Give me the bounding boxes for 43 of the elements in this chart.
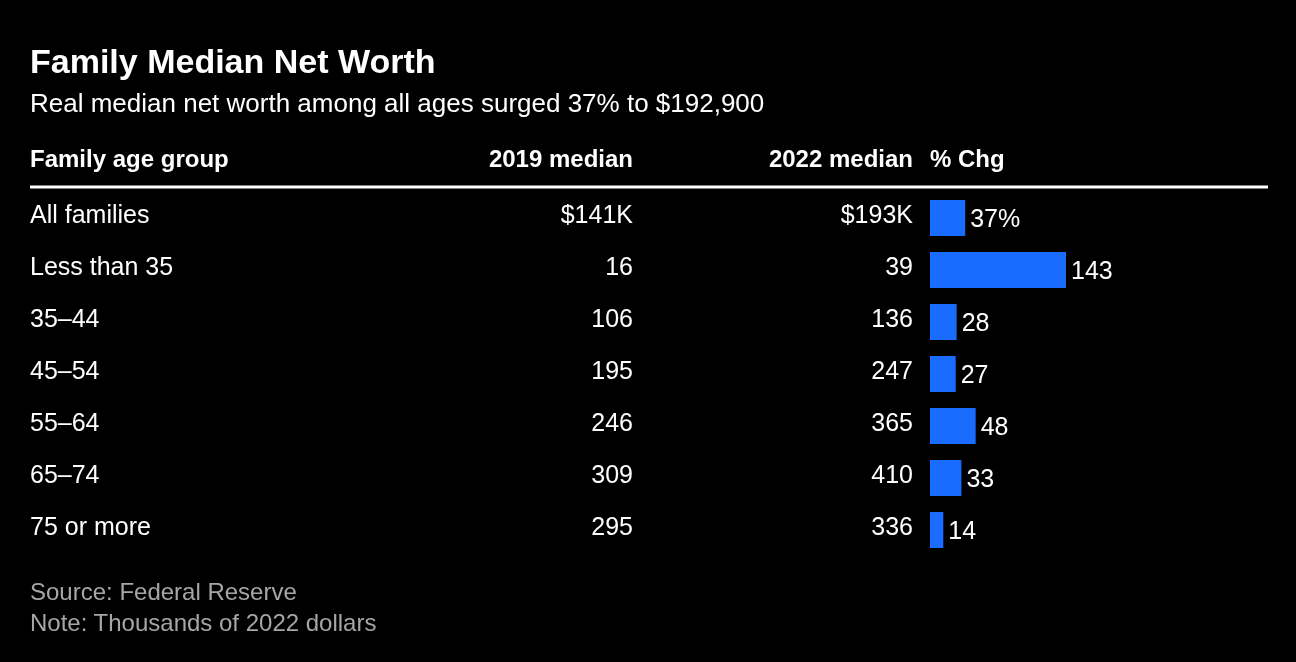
category-label: 55–64 — [30, 408, 100, 436]
category-label: 45–54 — [30, 356, 100, 384]
data-label: 136 — [871, 304, 913, 332]
category-label: 35–44 — [30, 304, 100, 332]
data-label: 143 — [1071, 256, 1113, 284]
data-label: 16 — [605, 252, 633, 280]
text: 2022 median — [768, 145, 913, 172]
data-label: 295 — [591, 512, 633, 540]
bar — [930, 512, 944, 548]
bar — [930, 408, 976, 444]
data-label: 365 — [871, 408, 913, 436]
bar — [930, 252, 1066, 288]
series-label: % Chg — [930, 145, 1005, 172]
data-label: 27 — [960, 360, 989, 388]
bar — [930, 460, 962, 496]
data-label: 246 — [591, 408, 633, 436]
data-label: 14 — [948, 516, 977, 544]
bar — [930, 356, 956, 392]
text: Real median net worth among all ages surged 37% to $192,900 — [30, 88, 765, 118]
data-label: $193K — [840, 200, 914, 228]
data-label: 106 — [591, 304, 633, 332]
source-note: Source: Federal Reserve — [30, 578, 297, 605]
bar — [930, 304, 957, 340]
data-label: $141K — [560, 200, 634, 228]
text: 2019 median — [488, 145, 633, 172]
data-label: 336 — [871, 512, 913, 540]
text: Family Median Net Worth — [30, 42, 436, 80]
data-label: 247 — [871, 356, 913, 384]
data-label: 48 — [980, 412, 1009, 440]
category-label: Less than 35 — [30, 252, 174, 280]
category-label: All families — [30, 200, 150, 228]
data-label: 28 — [961, 308, 990, 336]
data-label: 309 — [591, 460, 633, 488]
text: Note: Thousands of 2022 dollars — [30, 609, 377, 636]
bar — [930, 200, 966, 236]
category-label: 75 or more — [30, 512, 151, 540]
data-label: 37% — [970, 204, 1021, 232]
data-label: 33 — [966, 464, 995, 492]
data-label: 39 — [885, 252, 913, 280]
category-label: 65–74 — [30, 460, 100, 488]
data-label: 410 — [871, 460, 913, 488]
data-label: 195 — [591, 356, 633, 384]
text: Family age group — [30, 145, 229, 172]
